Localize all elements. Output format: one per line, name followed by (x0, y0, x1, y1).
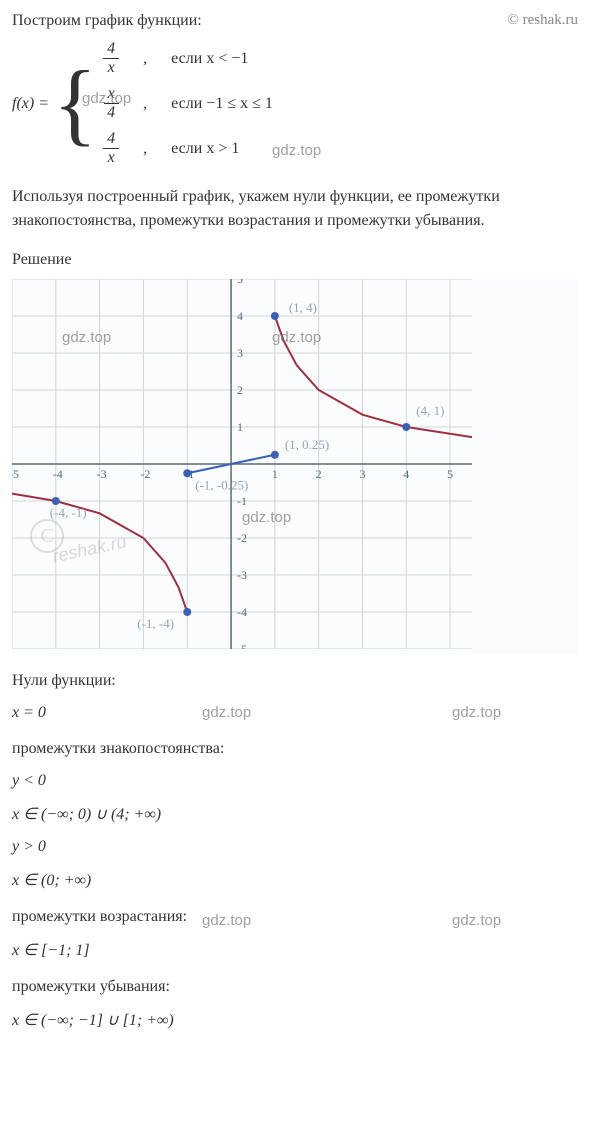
xneg: x ∈ (−∞; 0) ∪ (4; +∞) (12, 804, 578, 824)
condition: если x > 1 (171, 140, 239, 158)
svg-text:3: 3 (359, 467, 365, 481)
svg-text:-4: -4 (237, 605, 247, 619)
svg-text:(-1, -0.25): (-1, -0.25) (195, 477, 248, 492)
ypos: y > 0 (12, 838, 578, 856)
xpos: x ∈ (0; +∞) (12, 870, 578, 890)
svg-text:-5: -5 (12, 467, 19, 481)
wm-c-circle: C (30, 519, 64, 553)
inc-label: промежутки возрастания: (12, 908, 578, 926)
svg-text:1: 1 (237, 420, 243, 434)
description: Используя построенный график, укажем нул… (12, 185, 578, 233)
svg-text:-3: -3 (97, 467, 107, 481)
svg-text:(4, 1): (4, 1) (416, 403, 444, 418)
svg-text:(1, 0.25): (1, 0.25) (285, 437, 329, 452)
comma: , (143, 50, 147, 68)
comma: , (143, 140, 147, 158)
svg-text:2: 2 (316, 467, 322, 481)
svg-text:-5: -5 (237, 642, 247, 649)
svg-text:2: 2 (237, 383, 243, 397)
case-row: x4, если −1 ≤ x ≤ 1 (103, 85, 273, 122)
svg-text:(-1, -4): (-1, -4) (137, 616, 174, 631)
svg-text:(-4, -1): (-4, -1) (50, 505, 87, 520)
piecewise-function: f(x) = { 4x, если x < −1 x4, если −1 ≤ x ≤ … (12, 40, 578, 167)
dec-value: x ∈ (−∞; −1] ∪ [1; +∞) (12, 1010, 578, 1030)
svg-text:5: 5 (237, 279, 243, 286)
yneg: y < 0 (12, 772, 578, 790)
fraction: 4x (103, 130, 119, 167)
svg-text:-2: -2 (140, 467, 150, 481)
condition: если x < −1 (171, 50, 248, 68)
dec-label: промежутки убывания: (12, 978, 578, 996)
sign-label: промежутки знакопостоянства: (12, 740, 578, 758)
condition: если −1 ≤ x ≤ 1 (171, 95, 273, 113)
chart-svg: -5-4-3-2-112345-5-4-3-2-112345(1, 4)(4, … (12, 279, 472, 649)
svg-text:-3: -3 (237, 568, 247, 582)
svg-text:-2: -2 (237, 531, 247, 545)
intro-text: Построим график функции: (12, 12, 202, 30)
case-row: 4x, если x > 1 (103, 130, 273, 167)
fraction: x4 (103, 85, 119, 122)
solution-label: Решение (12, 251, 578, 269)
comma: , (143, 95, 147, 113)
svg-text:4: 4 (403, 467, 409, 481)
brace: { (53, 67, 97, 141)
chart: -5-4-3-2-112345-5-4-3-2-112345(1, 4)(4, … (12, 279, 578, 654)
zeros-label: Нули функции: (12, 672, 578, 690)
zeros-value: x = 0 (12, 704, 578, 722)
svg-text:3: 3 (237, 346, 243, 360)
case-row: 4x, если x < −1 (103, 40, 273, 77)
svg-text:5: 5 (447, 467, 453, 481)
svg-text:1: 1 (272, 467, 278, 481)
lhs: f(x) = (12, 95, 49, 113)
svg-text:(1, 4): (1, 4) (289, 300, 317, 315)
svg-text:-4: -4 (53, 467, 63, 481)
fraction: 4x (103, 40, 119, 77)
svg-text:4: 4 (237, 309, 243, 323)
watermark-reshak: © reshak.ru (507, 12, 578, 29)
svg-text:-1: -1 (237, 494, 247, 508)
inc-value: x ∈ [−1; 1] (12, 940, 578, 960)
